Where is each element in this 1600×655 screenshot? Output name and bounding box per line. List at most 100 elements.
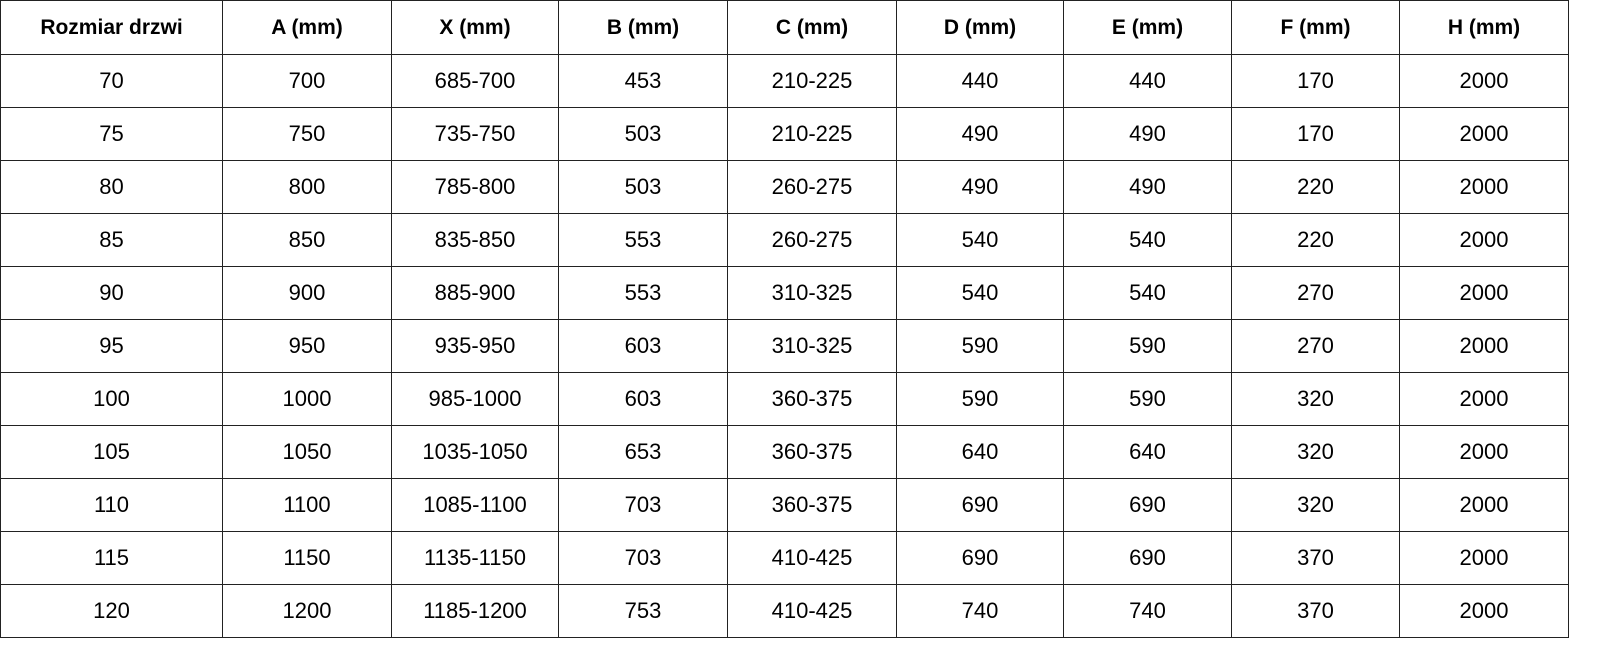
table-cell: 985-1000 xyxy=(391,372,559,426)
table-cell: 950 xyxy=(222,319,392,373)
table-cell: 735-750 xyxy=(391,107,559,161)
table-cell: 260-275 xyxy=(727,213,897,267)
table-cell: 690 xyxy=(896,478,1064,532)
table-cell: 110 xyxy=(0,478,223,532)
table-cell: 2000 xyxy=(1399,160,1569,214)
table-cell: 690 xyxy=(1063,531,1232,585)
table-cell: 553 xyxy=(558,213,728,267)
table-cell: 310-325 xyxy=(727,319,897,373)
table-cell: 2000 xyxy=(1399,372,1569,426)
table-row: 70 700 685-700 453 210-225 440 440 170 2000 xyxy=(0,54,1569,108)
table-cell: 270 xyxy=(1231,266,1400,320)
table-cell: 85 xyxy=(0,213,223,267)
table-cell: 640 xyxy=(896,425,1064,479)
table-cell: 210-225 xyxy=(727,107,897,161)
column-header: B (mm) xyxy=(558,0,728,55)
table-cell: 490 xyxy=(1063,107,1232,161)
table-cell: 90 xyxy=(0,266,223,320)
column-header: H (mm) xyxy=(1399,0,1569,55)
table-cell: 1050 xyxy=(222,425,392,479)
table-cell: 540 xyxy=(896,266,1064,320)
table-cell: 603 xyxy=(558,319,728,373)
table-cell: 2000 xyxy=(1399,531,1569,585)
table-cell: 170 xyxy=(1231,107,1400,161)
table-cell: 1150 xyxy=(222,531,392,585)
table-row: 120 1200 1185-1200 753 410-425 740 740 370 2000 xyxy=(0,584,1569,638)
table-row: 80 800 785-800 503 260-275 490 490 220 2000 xyxy=(0,160,1569,214)
table-cell: 603 xyxy=(558,372,728,426)
table-cell: 750 xyxy=(222,107,392,161)
table-cell: 2000 xyxy=(1399,213,1569,267)
table-cell: 2000 xyxy=(1399,266,1569,320)
table-cell: 935-950 xyxy=(391,319,559,373)
table-cell: 320 xyxy=(1231,372,1400,426)
table-cell: 540 xyxy=(1063,213,1232,267)
table-row: 75 750 735-750 503 210-225 490 490 170 2000 xyxy=(0,107,1569,161)
table-cell: 785-800 xyxy=(391,160,559,214)
table-cell: 95 xyxy=(0,319,223,373)
table-cell: 690 xyxy=(896,531,1064,585)
column-header: C (mm) xyxy=(727,0,897,55)
header-row: Rozmiar drzwi A (mm) X (mm) B (mm) C (mm) D (… xyxy=(0,0,1569,55)
table-cell: 370 xyxy=(1231,531,1400,585)
table-cell: 490 xyxy=(896,107,1064,161)
table-cell: 740 xyxy=(1063,584,1232,638)
table-row: 105 1050 1035-1050 653 360-375 640 640 320 2000 xyxy=(0,425,1569,479)
table-cell: 360-375 xyxy=(727,372,897,426)
table-cell: 540 xyxy=(896,213,1064,267)
table-cell: 75 xyxy=(0,107,223,161)
table-cell: 753 xyxy=(558,584,728,638)
table-row: 90 900 885-900 553 310-325 540 540 270 2000 xyxy=(0,266,1569,320)
column-header: A (mm) xyxy=(222,0,392,55)
table-cell: 553 xyxy=(558,266,728,320)
table-cell: 410-425 xyxy=(727,531,897,585)
table-cell: 120 xyxy=(0,584,223,638)
table-cell: 1135-1150 xyxy=(391,531,559,585)
table-cell: 453 xyxy=(558,54,728,108)
table-cell: 503 xyxy=(558,107,728,161)
table-cell: 2000 xyxy=(1399,478,1569,532)
table-cell: 115 xyxy=(0,531,223,585)
table-cell: 653 xyxy=(558,425,728,479)
table-cell: 220 xyxy=(1231,160,1400,214)
table-row: 115 1150 1135-1150 703 410-425 690 690 370 2000 xyxy=(0,531,1569,585)
table-cell: 310-325 xyxy=(727,266,897,320)
table-cell: 740 xyxy=(896,584,1064,638)
column-header: E (mm) xyxy=(1063,0,1232,55)
table-cell: 590 xyxy=(896,319,1064,373)
table-cell: 490 xyxy=(896,160,1064,214)
table-cell: 1200 xyxy=(222,584,392,638)
table-cell: 100 xyxy=(0,372,223,426)
table-cell: 700 xyxy=(222,54,392,108)
column-header: X (mm) xyxy=(391,0,559,55)
table-cell: 2000 xyxy=(1399,584,1569,638)
table-cell: 850 xyxy=(222,213,392,267)
table-row: 85 850 835-850 553 260-275 540 540 220 2000 xyxy=(0,213,1569,267)
table-cell: 2000 xyxy=(1399,54,1569,108)
table-cell: 685-700 xyxy=(391,54,559,108)
table-row: 100 1000 985-1000 603 360-375 590 590 320 2000 xyxy=(0,372,1569,426)
table-cell: 703 xyxy=(558,478,728,532)
table-cell: 590 xyxy=(896,372,1064,426)
table-cell: 2000 xyxy=(1399,425,1569,479)
table-cell: 703 xyxy=(558,531,728,585)
table-cell: 320 xyxy=(1231,478,1400,532)
table-cell: 2000 xyxy=(1399,319,1569,373)
column-header: Rozmiar drzwi xyxy=(0,0,223,55)
table-cell: 690 xyxy=(1063,478,1232,532)
table-cell: 800 xyxy=(222,160,392,214)
table-cell: 320 xyxy=(1231,425,1400,479)
table-cell: 105 xyxy=(0,425,223,479)
table-cell: 410-425 xyxy=(727,584,897,638)
table-cell: 360-375 xyxy=(727,425,897,479)
table-cell: 590 xyxy=(1063,372,1232,426)
table-cell: 270 xyxy=(1231,319,1400,373)
table-cell: 1185-1200 xyxy=(391,584,559,638)
dimensions-table: Rozmiar drzwi A (mm) X (mm) B (mm) C (mm) D (… xyxy=(0,0,1569,638)
table-cell: 540 xyxy=(1063,266,1232,320)
table-cell: 360-375 xyxy=(727,478,897,532)
table-cell: 1085-1100 xyxy=(391,478,559,532)
table-cell: 1035-1050 xyxy=(391,425,559,479)
table-cell: 370 xyxy=(1231,584,1400,638)
table-cell: 503 xyxy=(558,160,728,214)
